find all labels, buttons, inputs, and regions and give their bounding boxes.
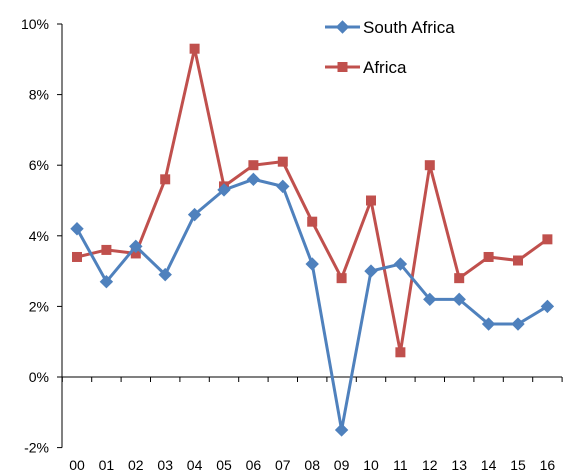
series-line	[76, 47, 549, 354]
series-layer	[70, 43, 555, 437]
x-tick-label: 14	[481, 457, 497, 473]
x-tick-label: 13	[451, 457, 467, 473]
data-point	[452, 292, 466, 307]
data-point	[511, 317, 525, 331]
data-point	[395, 347, 406, 358]
data-point	[481, 317, 496, 331]
data-point	[423, 292, 437, 307]
x-tick-label: 16	[540, 457, 556, 473]
data-point	[454, 273, 465, 284]
y-tick-label: 10%	[21, 16, 49, 32]
data-point	[72, 251, 82, 262]
x-tick-label: 01	[99, 457, 115, 473]
x-tick-label: 03	[157, 457, 173, 473]
legend: South Africa Africa	[325, 18, 455, 77]
data-point	[277, 156, 288, 167]
data-point	[99, 274, 114, 289]
data-point	[276, 179, 290, 194]
data-point	[160, 174, 171, 185]
legend-label: Africa	[363, 58, 407, 77]
data-point	[393, 257, 408, 271]
legend-item: South Africa	[325, 18, 455, 37]
data-point	[189, 43, 200, 54]
y-tick-label: 8%	[29, 87, 49, 103]
series-south-africa	[70, 172, 555, 437]
data-point	[187, 207, 202, 222]
axes: -2% 0% 2% 4% 6% 8% 10% 00 01 02 03 04 05 06 07 08 09 10 11…	[21, 16, 563, 473]
data-point	[424, 160, 435, 171]
data-point	[307, 216, 318, 227]
data-point	[513, 255, 523, 266]
legend-swatch-marker	[337, 62, 348, 72]
y-tick-label: 4%	[29, 228, 49, 244]
y-tick-label: 6%	[29, 157, 49, 173]
data-point	[366, 195, 376, 206]
x-tick-label: 05	[216, 457, 232, 473]
series-africa	[72, 43, 553, 358]
data-point	[158, 267, 172, 282]
data-point	[70, 222, 84, 236]
data-point	[101, 244, 112, 255]
x-tick-label: 06	[246, 457, 262, 473]
data-point	[217, 183, 231, 197]
legend-label: South Africa	[363, 18, 455, 37]
data-point	[129, 239, 143, 254]
x-tick-label: 15	[510, 457, 526, 473]
x-tick-label: 02	[128, 457, 144, 473]
x-tick-label: 07	[275, 457, 291, 473]
x-tick-label: 12	[422, 457, 438, 473]
data-point	[364, 264, 378, 278]
legend-swatch-marker	[335, 20, 350, 34]
data-point	[483, 251, 494, 262]
data-point	[305, 257, 319, 271]
data-point	[246, 172, 261, 187]
y-tick-label: 0%	[29, 369, 49, 385]
data-point	[248, 160, 259, 171]
x-tick-label: 00	[69, 457, 85, 473]
y-tick-label: -2%	[24, 440, 49, 456]
x-tick-label: 09	[334, 457, 350, 473]
x-tick-label: 04	[187, 457, 203, 473]
data-point	[542, 234, 553, 245]
x-tick-label: 08	[304, 457, 320, 473]
x-tick-label: 10	[363, 457, 379, 473]
y-tick-label: 2%	[29, 298, 49, 314]
x-tick-label: 11	[393, 457, 408, 473]
data-point	[334, 423, 349, 437]
data-point	[540, 299, 555, 314]
legend-item: Africa	[325, 58, 407, 77]
data-point	[336, 273, 347, 284]
